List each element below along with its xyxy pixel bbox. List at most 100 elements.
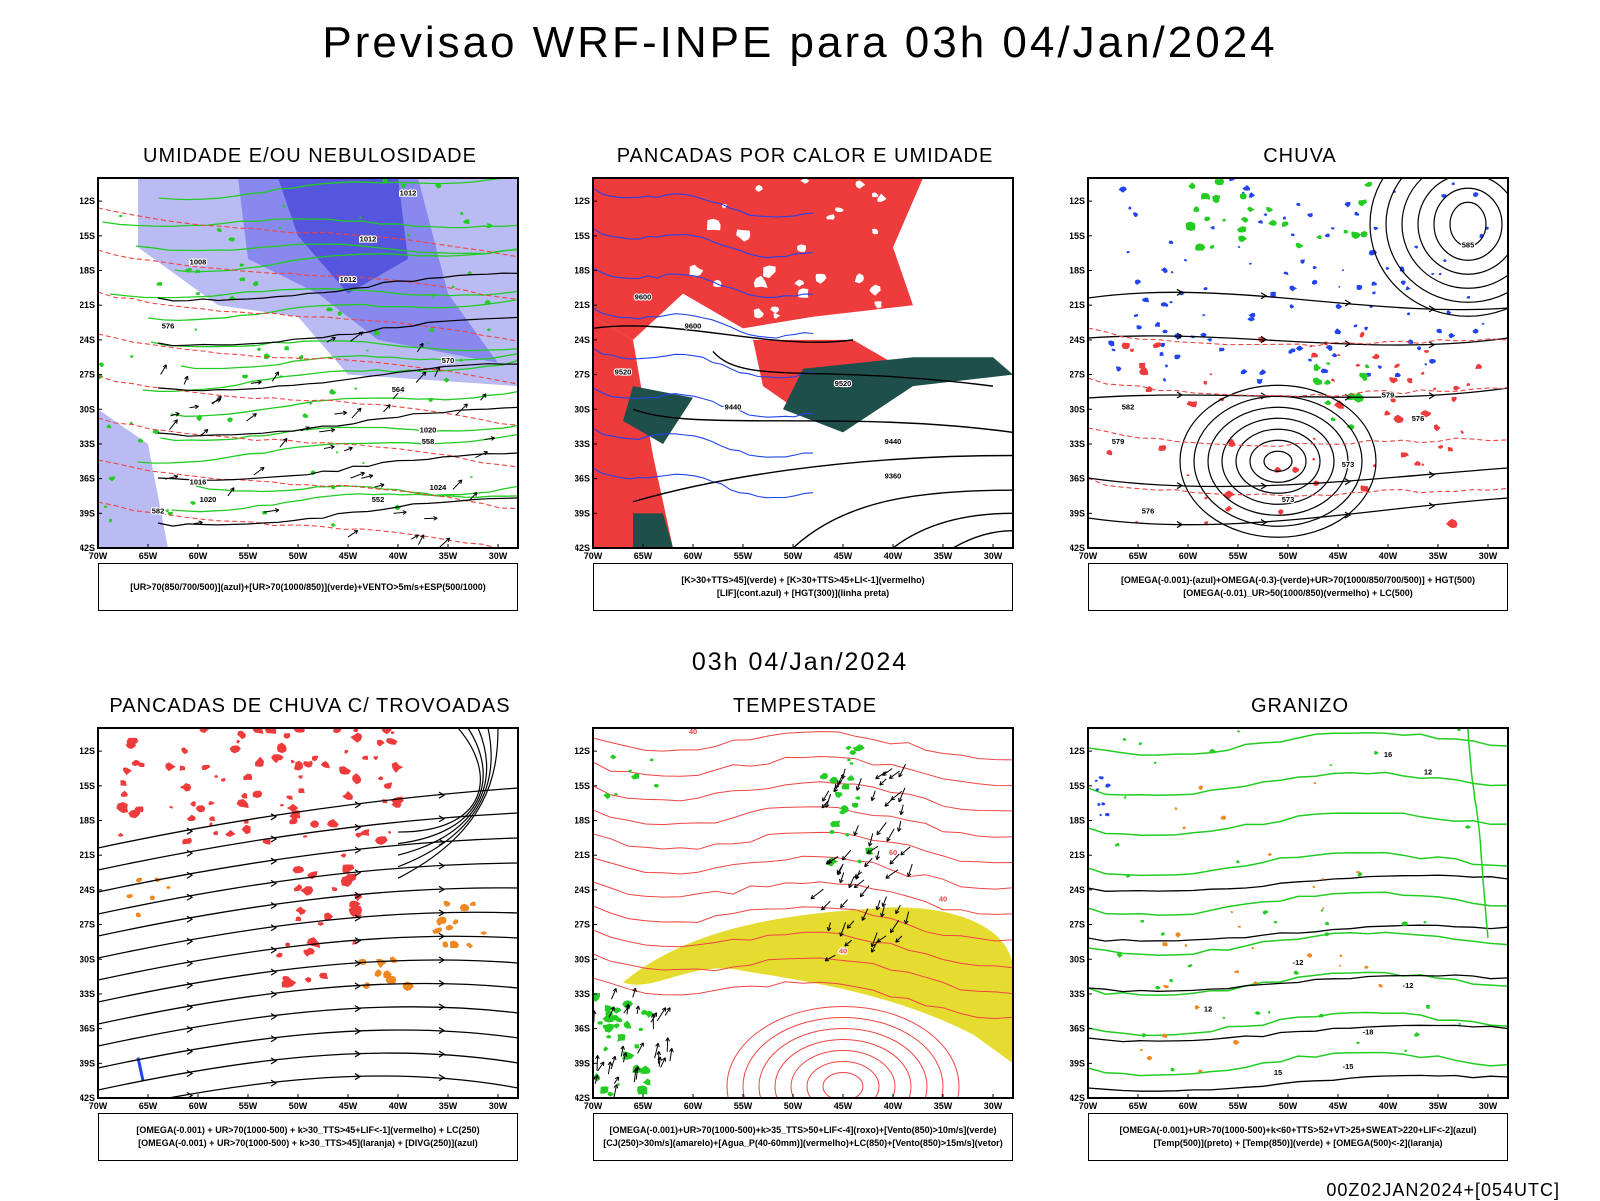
contour-label: 12 (1424, 767, 1432, 776)
lat-tick-label: 27S (575, 920, 590, 930)
map-background (1088, 178, 1508, 548)
lon-tick-label: 35W (439, 1101, 458, 1111)
contour-label: 1020 (420, 425, 437, 434)
mid-forecast-time: 03h 04/Jan/2024 (0, 648, 1600, 677)
lat-tick-label: 21S (1070, 850, 1085, 860)
contour-label: 9440 (725, 402, 742, 411)
lon-tick-label: 45W (339, 551, 358, 561)
omega500-orange (1162, 942, 1167, 946)
lon-tick-label: 65W (634, 1101, 653, 1111)
lat-tick-label: 36S (1070, 1024, 1085, 1034)
legend-line: [K>30+TTS>45](verde) + [K>30+TTS>45+LI<-… (594, 574, 1012, 587)
lon-tick-label: 50W (1279, 1101, 1298, 1111)
lat-tick-label: 18S (575, 266, 590, 276)
legend-line: [OMEGA(-0.001)+UR>70(1000-500)+k>35_TTS>… (594, 1124, 1012, 1137)
lat-tick-label: 27S (1070, 370, 1085, 380)
lon-tick-label: 40W (884, 551, 903, 561)
contour-label: 9600 (635, 292, 652, 301)
lon-tick-label: 35W (439, 551, 458, 561)
legend-line: [OMEGA(-0.001) + UR>70(1000-500) + k>30_… (99, 1137, 517, 1150)
lat-tick-label: 30S (575, 954, 590, 964)
legend-line: [LIF](cont.azul) + [HGT(300)](linha pret… (594, 587, 1012, 600)
lon-tick-label: 60W (1179, 1101, 1198, 1111)
lat-tick-label: 12S (575, 196, 590, 206)
lat-tick-label: 21S (575, 300, 590, 310)
contour-label: 573 (1282, 495, 1295, 504)
lat-tick-label: 15S (1070, 231, 1085, 241)
green-humidity-dot (119, 215, 122, 217)
contour-label: 9600 (685, 321, 702, 330)
lon-tick-label: 50W (1279, 551, 1298, 561)
contour-label: 40 (939, 894, 947, 903)
lat-tick-label: 24S (80, 335, 95, 345)
panel-legend: [OMEGA(-0.001)-(azul)+OMEGA(-0.3)-(verde… (1088, 563, 1508, 611)
lon-tick-label: 50W (289, 551, 308, 561)
lon-tick-label: 55W (239, 1101, 258, 1111)
lat-tick-label: 18S (1070, 266, 1085, 276)
thunder-red-dot (284, 733, 290, 738)
lon-tick-label: 55W (734, 1101, 753, 1111)
lat-tick-label: 36S (1070, 474, 1085, 484)
lon-tick-label: 45W (834, 551, 853, 561)
lon-tick-label: 55W (734, 551, 753, 561)
panel-legend: [OMEGA(-0.001)+UR>70(1000-500)+k<60+TTS>… (1088, 1113, 1508, 1161)
lat-tick-label: 12S (80, 196, 95, 206)
lon-tick-label: 65W (1129, 551, 1148, 561)
lat-tick-label: 24S (1070, 885, 1085, 895)
contour-label: 1012 (340, 275, 357, 284)
lat-tick-label: 12S (80, 746, 95, 756)
lat-tick-label: 15S (1070, 781, 1085, 791)
lon-tick-label: 65W (139, 1101, 158, 1111)
lat-tick-label: 33S (80, 989, 95, 999)
wind850-green (639, 1028, 643, 1031)
wind850-green (600, 1086, 608, 1093)
lat-tick-label: 18S (1070, 816, 1085, 826)
lat-tick-label: 33S (575, 989, 590, 999)
lat-tick-label: 39S (1070, 508, 1085, 518)
lon-tick-label: 60W (189, 1101, 208, 1111)
contour-label: 1008 (190, 258, 207, 267)
lat-tick-label: 42S (80, 543, 95, 553)
legend-line: [OMEGA(-0.01)_UR>50(1000/850)(vermelho) … (1089, 587, 1507, 600)
lat-tick-label: 18S (575, 816, 590, 826)
lat-tick-label: 21S (80, 300, 95, 310)
map-svg: 1012101210121008101610201020102457657056… (80, 145, 540, 565)
contour-label: -12 (1403, 981, 1414, 990)
contour-label: 564 (392, 385, 405, 394)
lat-tick-label: 15S (575, 231, 590, 241)
omega-blue-dot (1436, 329, 1442, 333)
lat-tick-label: 27S (575, 370, 590, 380)
green-dot (1161, 932, 1165, 935)
omega-blue-dot (1308, 359, 1312, 362)
lon-tick-label: 45W (834, 1101, 853, 1111)
green-humidity-dot (195, 329, 197, 331)
contour-label: 576 (162, 321, 175, 330)
lat-tick-label: 12S (1070, 746, 1085, 756)
contour-label: 16 (1384, 750, 1392, 759)
contour-label: 582 (152, 506, 165, 515)
lon-tick-label: 65W (634, 551, 653, 561)
wind-vector (424, 518, 437, 519)
lat-tick-label: 24S (575, 885, 590, 895)
lat-tick-label: 42S (575, 1093, 590, 1103)
lat-tick-label: 36S (575, 474, 590, 484)
lat-tick-label: 42S (1070, 543, 1085, 553)
contour-label: -12 (1293, 958, 1304, 967)
contour-label: -15 (1343, 1062, 1354, 1071)
lon-tick-label: 35W (934, 551, 953, 561)
lat-tick-label: 21S (575, 850, 590, 860)
lat-tick-label: 24S (1070, 335, 1085, 345)
rain-red-dot (1312, 458, 1315, 461)
lat-tick-label: 18S (80, 816, 95, 826)
omega-green-dot (1215, 178, 1225, 185)
contour-label: 9440 (885, 437, 902, 446)
omega-green-dot (1201, 193, 1210, 200)
